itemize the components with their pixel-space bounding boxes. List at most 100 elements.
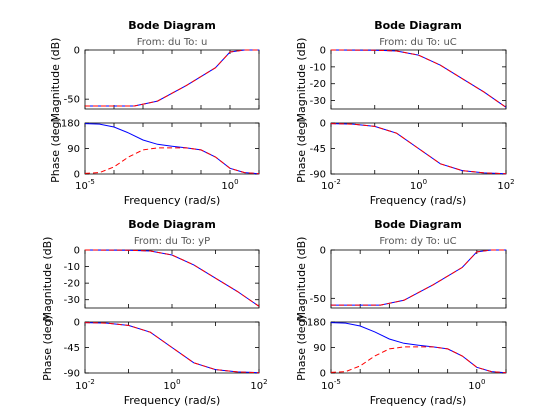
phase-ytick-label: -90 bbox=[310, 170, 326, 181]
magnitude-axis-label: Magnitude (dB) bbox=[49, 38, 62, 123]
bode-panel-du-u: Bode Diagram From: du To: u Magnitude (d… bbox=[49, 19, 220, 207]
panel-title: Bode Diagram bbox=[374, 218, 462, 231]
phase-frame bbox=[84, 122, 260, 175]
magnitude-series-line bbox=[330, 49, 507, 108]
bode-panel-du-yp: Bode Diagram From: du To: yP Magnitude (… bbox=[41, 218, 220, 407]
phase-ytick-label: 0 bbox=[74, 318, 80, 329]
frequency-axis-label: Frequency (rad/s) bbox=[370, 194, 467, 207]
tick-base: 10 bbox=[468, 381, 481, 392]
tick-exponent: -2 bbox=[88, 378, 95, 386]
magnitude-ytick-label: -10 bbox=[64, 262, 80, 273]
magnitude-axis-label: Magnitude (dB) bbox=[41, 237, 54, 322]
magnitude-ytick-label: 0 bbox=[74, 246, 80, 257]
magnitude-frame bbox=[84, 49, 260, 110]
magnitude-series-line bbox=[85, 49, 259, 107]
panel-title: Bode Diagram bbox=[128, 218, 216, 231]
panel-subtitle: From: du To: u bbox=[137, 37, 208, 48]
magnitude-series-line bbox=[331, 249, 506, 306]
tick-exponent: -5 bbox=[88, 178, 95, 186]
magnitude-series-line bbox=[331, 249, 506, 306]
tick-base: 10 bbox=[75, 181, 88, 192]
magnitude-ytick-label: -20 bbox=[64, 279, 80, 290]
phase-axis-label: Phase (deg) bbox=[295, 315, 308, 381]
magnitude-axis-label: Magnitude (dB) bbox=[295, 38, 308, 123]
magnitude-frame bbox=[330, 249, 507, 309]
phase-axis-label: Phase (deg) bbox=[295, 117, 308, 183]
phase-series-line bbox=[84, 123, 260, 175]
phase-series-line bbox=[330, 322, 507, 374]
magnitude-frame bbox=[330, 49, 507, 110]
frequency-axis-label: Frequency (rad/s) bbox=[124, 394, 221, 407]
tick-base: 10 bbox=[221, 181, 234, 192]
phase-ytick-label: -45 bbox=[64, 343, 80, 354]
tick-exponent: 0 bbox=[176, 378, 180, 386]
phase-ytick-label: 180 bbox=[61, 119, 80, 130]
panel-title: Bode Diagram bbox=[128, 19, 216, 32]
magnitude-ytick-label: -30 bbox=[310, 96, 326, 107]
magnitude-ytick-label: 0 bbox=[320, 246, 326, 257]
magnitude-ytick-label: -20 bbox=[310, 79, 326, 90]
magnitude-series-line bbox=[330, 49, 507, 108]
phase-ytick-label: 90 bbox=[67, 144, 80, 155]
tick-base: 10 bbox=[321, 181, 334, 192]
tick-base: 10 bbox=[497, 181, 510, 192]
frequency-tick-label: 102 bbox=[250, 378, 267, 392]
phase-ytick-label: 90 bbox=[313, 343, 326, 354]
magnitude-ytick-label: -50 bbox=[310, 294, 326, 305]
frequency-axis-label: Frequency (rad/s) bbox=[124, 194, 221, 207]
tick-base: 10 bbox=[75, 381, 88, 392]
frequency-tick-label: 10-5 bbox=[321, 378, 341, 392]
phase-ytick-label: 0 bbox=[320, 369, 326, 380]
phase-axis-label: Phase (deg) bbox=[41, 315, 54, 381]
phase-series-line bbox=[330, 123, 507, 175]
frequency-tick-label: 100 bbox=[468, 378, 485, 392]
tick-base: 10 bbox=[321, 381, 334, 392]
phase-series-line bbox=[84, 147, 260, 175]
magnitude-series-line bbox=[84, 249, 260, 307]
panel-title: Bode Diagram bbox=[374, 19, 462, 32]
frequency-tick-label: 10-2 bbox=[75, 378, 95, 392]
magnitude-ytick-label: 0 bbox=[320, 46, 326, 57]
tick-exponent: 0 bbox=[423, 178, 427, 186]
magnitude-ytick-label: 0 bbox=[74, 46, 80, 57]
magnitude-series-line bbox=[84, 249, 260, 307]
frequency-tick-label: 10-2 bbox=[321, 178, 341, 192]
panel-subtitle: From: dy To: uC bbox=[379, 236, 456, 247]
magnitude-axis-label: Magnitude (dB) bbox=[295, 237, 308, 322]
phase-series-line bbox=[84, 322, 260, 374]
phase-series-line bbox=[330, 346, 507, 374]
tick-base: 10 bbox=[250, 381, 263, 392]
magnitude-ytick-label: -30 bbox=[64, 295, 80, 306]
tick-exponent: -5 bbox=[334, 378, 341, 386]
frequency-axis-label: Frequency (rad/s) bbox=[370, 394, 467, 407]
tick-base: 10 bbox=[163, 381, 176, 392]
phase-ytick-label: 180 bbox=[307, 318, 326, 329]
frequency-tick-label: 100 bbox=[221, 178, 238, 192]
tick-exponent: 2 bbox=[510, 178, 514, 186]
panel-subtitle: From: du To: uC bbox=[379, 37, 457, 48]
phase-ytick-label: 0 bbox=[320, 119, 326, 130]
tick-exponent: 0 bbox=[481, 378, 485, 386]
bode-panel-du-uc: Bode Diagram From: du To: uC Magnitude (… bbox=[295, 19, 466, 207]
frequency-tick-label: 100 bbox=[163, 378, 180, 392]
phase-ytick-label: 0 bbox=[74, 170, 80, 181]
magnitude-ytick-label: -50 bbox=[64, 95, 80, 106]
panel-subtitle: From: du To: yP bbox=[134, 236, 210, 247]
frequency-tick-label: 10-5 bbox=[75, 178, 95, 192]
phase-ytick-label: -90 bbox=[64, 369, 80, 380]
phase-axis-label: Phase (deg) bbox=[49, 117, 62, 183]
tick-exponent: -2 bbox=[334, 178, 341, 186]
frequency-tick-label: 102 bbox=[497, 178, 514, 192]
tick-exponent: 2 bbox=[263, 378, 267, 386]
tick-exponent: 0 bbox=[234, 178, 238, 186]
frequency-tick-label: 100 bbox=[410, 178, 427, 192]
bode-panel-dy-uc: Bode Diagram From: dy To: uC Magnitude (… bbox=[295, 218, 466, 407]
phase-frame bbox=[330, 321, 507, 374]
phase-ytick-label: -45 bbox=[310, 144, 326, 155]
tick-base: 10 bbox=[410, 181, 423, 192]
